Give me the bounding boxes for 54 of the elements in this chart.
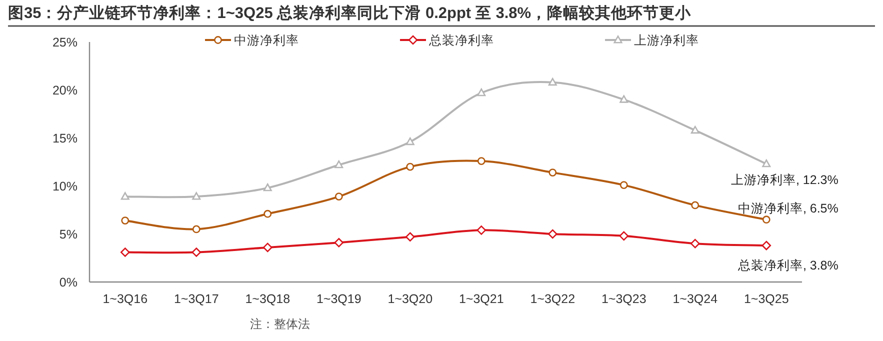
point <box>620 181 628 189</box>
point <box>334 238 344 248</box>
point <box>690 238 700 248</box>
point <box>691 201 700 210</box>
point <box>192 225 200 234</box>
annotation: 上游净利率, 12.3% <box>730 172 838 187</box>
point <box>548 78 557 86</box>
x-tick-label: 1~3Q22 <box>530 292 576 306</box>
point <box>334 192 343 201</box>
x-tick-label: 1~3Q23 <box>601 292 646 306</box>
point <box>406 137 414 146</box>
point <box>120 192 130 200</box>
x-tick-label: 1~3Q18 <box>245 292 290 306</box>
annotation: 总装净利率, 3.8% <box>736 258 838 273</box>
point <box>262 242 272 252</box>
legend-label: 上游净利率 <box>634 32 699 48</box>
point <box>121 216 130 225</box>
point <box>120 248 130 257</box>
point <box>477 88 486 96</box>
x-tick-label: 1~3Q20 <box>388 292 433 306</box>
text: 注：整体法 <box>250 317 310 331</box>
y-tick-label: 20% <box>52 84 78 98</box>
legend-label: 中游净利率 <box>234 32 299 48</box>
y-tick-label: 10% <box>52 180 78 194</box>
point <box>476 226 486 235</box>
x-tick-label: 1~3Q17 <box>174 292 219 306</box>
point <box>192 192 201 200</box>
x-tick-label: 1~3Q21 <box>458 292 504 306</box>
point <box>334 160 344 168</box>
annotation: 中游净利率, 6.5% <box>738 200 838 216</box>
y-tick-label: 0% <box>59 276 78 290</box>
point <box>477 157 486 165</box>
point <box>192 248 202 257</box>
point <box>762 240 772 250</box>
point <box>548 229 558 239</box>
x-tick-label: 1~3Q24 <box>672 292 718 306</box>
x-tick-label: 1~3Q25 <box>744 292 789 306</box>
chart-title: 图35：分产业链环节净利率：1~3Q25 总装净利率同比下滑 0.2ppt 至 3.8%，降幅较其他环节更小 <box>8 4 692 22</box>
point <box>405 232 415 242</box>
legend-label: 总装净利率 <box>428 32 494 48</box>
point <box>548 168 557 177</box>
point <box>264 210 272 218</box>
point <box>620 95 628 103</box>
y-tick-label: 15% <box>52 132 78 146</box>
point <box>762 159 771 168</box>
x-tick-label: 1~3Q19 <box>316 292 362 306</box>
y-tick-label: 25% <box>52 36 78 50</box>
point <box>619 231 629 241</box>
point <box>762 216 770 224</box>
point <box>263 183 272 192</box>
x-tick-label: 1~3Q16 <box>102 292 148 306</box>
point <box>690 126 700 134</box>
y-tick-label: 5% <box>59 228 78 242</box>
point <box>406 162 414 171</box>
